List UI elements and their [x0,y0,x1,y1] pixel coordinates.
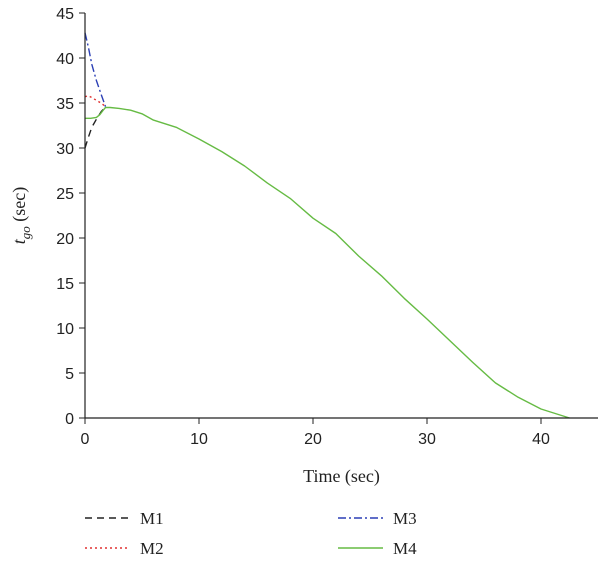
legend: M1 M2 M3 M4 [85,509,417,558]
y-tick-label: 25 [56,186,74,203]
y-axis-title: tgo (sec) [9,187,33,245]
y-tick-label: 15 [56,276,74,293]
series-line-m3 [84,32,107,107]
y-tick-label: 0 [65,411,74,428]
y-tick-label: 5 [65,366,74,383]
y-axis-title-suffix: (sec) [9,187,30,226]
legend-label-m4: M4 [393,539,417,558]
x-tick-label: 40 [532,431,550,448]
axes-layer [79,12,598,424]
y-tick-label: 30 [56,141,74,158]
series-line-m1 [84,106,107,149]
y-tick-label: 40 [56,51,74,68]
legend-label-m1: M1 [140,509,164,528]
series-layer [84,32,570,419]
legend-label-m3: M3 [393,509,417,528]
y-axis-title-sub: go [18,226,33,240]
y-tick-label: 20 [56,231,74,248]
y-tick-label: 35 [56,96,74,113]
series-line-m4 [85,106,570,419]
x-tick-label: 30 [418,431,436,448]
labels-layer: 0 10 20 30 40 0 5 10 15 20 25 30 35 40 45 Time (sec) tgo… [9,6,550,487]
x-tick-label: 20 [304,431,322,448]
y-tick-label: 45 [56,6,74,23]
x-axis-title: Time (sec) [303,466,380,487]
legend-label-m2: M2 [140,539,164,558]
y-tick-label: 10 [56,321,74,338]
x-tick-label: 0 [81,431,90,448]
series-line-m2 [84,95,106,108]
x-tick-label: 10 [190,431,208,448]
y-axis-title-main: t [9,238,29,244]
